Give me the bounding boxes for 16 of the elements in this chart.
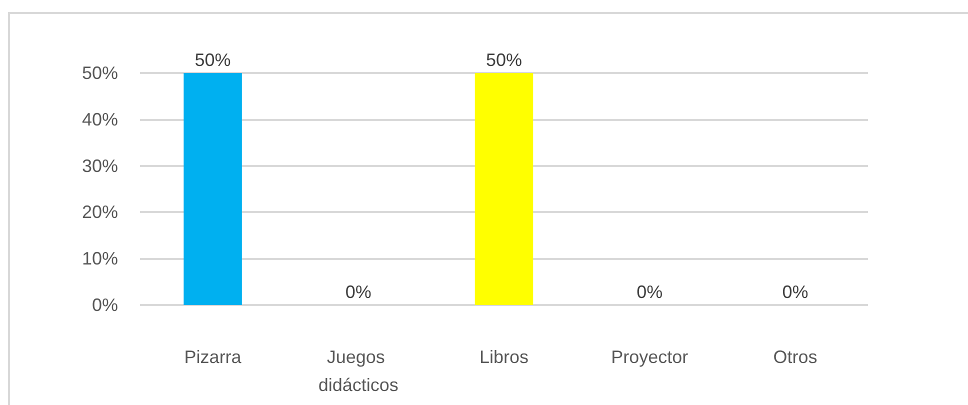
y-tick-label: 20% [82,202,118,222]
data-label: 50% [194,50,231,70]
x-tick-label: Pizarra [184,347,242,367]
y-tick-label: 0% [92,295,118,315]
x-tick-label: Libros [479,347,529,367]
y-tick-label: 40% [82,109,118,130]
y-tick-label: 50% [82,63,118,83]
data-label: 50% [486,50,522,70]
y-tick-label: 30% [82,156,118,176]
x-tick-label: Otros [773,347,818,367]
y-tick-label: 10% [82,248,118,269]
data-label: 0% [345,282,372,302]
data-label: 0% [636,282,663,302]
x-tick-label: Juegos didácticos [318,347,398,395]
x-tick-label: Proyector [611,347,688,367]
data-label: 0% [782,282,808,302]
